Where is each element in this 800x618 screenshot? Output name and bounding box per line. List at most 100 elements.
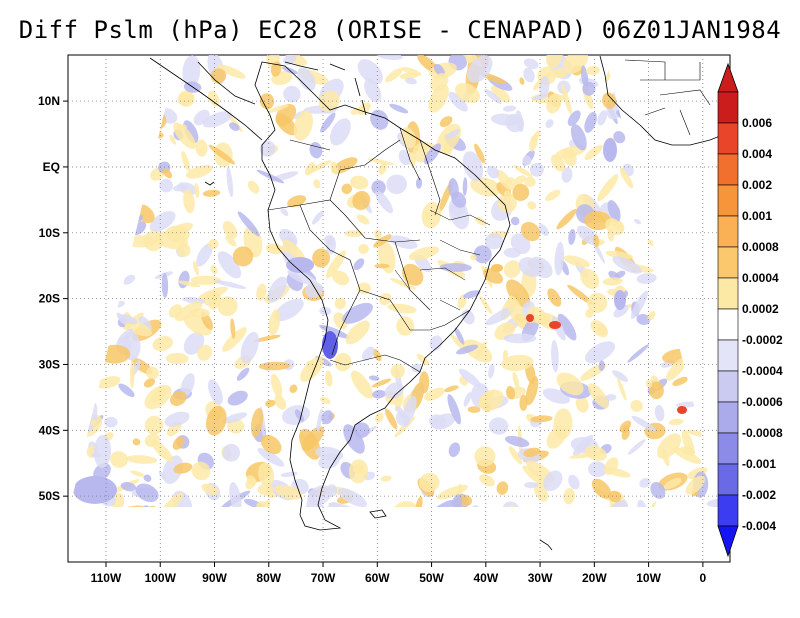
- field-patch: [205, 405, 227, 436]
- field-patch: [448, 91, 468, 112]
- field-patch: [393, 501, 418, 507]
- field-patch: [424, 211, 432, 222]
- field-patch: [312, 248, 331, 268]
- colorbar-swatch: [717, 153, 739, 186]
- field-patch: [429, 414, 447, 430]
- field-patch: [587, 292, 608, 313]
- field-patch: [275, 114, 298, 136]
- field-patch: [345, 320, 370, 345]
- south-georgia-island: [539, 539, 553, 551]
- field-patch: [274, 484, 303, 500]
- field-patch: [547, 288, 562, 307]
- field-patch: [561, 84, 572, 115]
- field-patch: [348, 459, 369, 484]
- field-patch: [190, 275, 222, 285]
- field-patch: [411, 363, 422, 373]
- falklands-islands: [369, 509, 387, 519]
- field-patch: [274, 394, 287, 410]
- field-patch: [301, 426, 325, 452]
- colorbar-swatch: [717, 339, 739, 372]
- field-patch: [125, 455, 158, 464]
- colorbar-label: -0.0008: [742, 426, 783, 440]
- field-patch: [584, 341, 616, 364]
- field-patch: [647, 311, 656, 321]
- colorbar-swatch: [717, 91, 739, 124]
- lon-tick-label: 0: [700, 571, 707, 585]
- graticule: [68, 55, 730, 562]
- field-patch: [293, 110, 313, 141]
- field-patch: [408, 246, 440, 261]
- field-patch: [330, 118, 351, 146]
- field-patch: [507, 295, 525, 328]
- field-patch: [173, 462, 193, 474]
- field-patch: [385, 68, 403, 83]
- field-patch: [217, 64, 246, 79]
- field-patch: [588, 461, 607, 478]
- field-patch: [380, 475, 392, 482]
- field-patch: [189, 308, 210, 318]
- lon-tick-label: 80W: [256, 571, 281, 585]
- field-patch: [389, 235, 418, 249]
- field-patch: [545, 119, 554, 129]
- field-patch: [280, 208, 289, 216]
- colorbar-bottom-arrow: [717, 525, 739, 558]
- colorbar-swatch: [717, 463, 739, 496]
- field-patch: [294, 409, 304, 422]
- field-patch: [470, 254, 477, 261]
- field-patch: [265, 399, 276, 408]
- field-patch: [510, 216, 520, 226]
- field-patch: [151, 439, 174, 462]
- field-patch: [260, 434, 282, 455]
- field-patch: [289, 384, 298, 394]
- field-patch: [332, 270, 350, 286]
- field-patch: [398, 149, 411, 166]
- field-patch: [351, 370, 373, 399]
- colorbar-swatch: [717, 215, 739, 248]
- field-patch: [268, 309, 281, 336]
- field-patch: [415, 496, 423, 507]
- field-patch: [321, 410, 334, 425]
- coastlines: [149, 55, 730, 551]
- field-patch: [143, 474, 152, 482]
- field-patch: [195, 139, 208, 157]
- field-patch: [208, 90, 220, 107]
- field-patch: [374, 229, 382, 240]
- field-patch: [325, 250, 346, 279]
- field-patch: [364, 78, 382, 103]
- brazil-state-borders: [394, 209, 491, 311]
- field-patch: [129, 360, 135, 389]
- field-patch: [137, 214, 143, 223]
- field-patch: [371, 180, 386, 195]
- lat-tick-label: EQ: [43, 160, 60, 174]
- field-patch: [169, 134, 177, 145]
- field-patch: [687, 467, 708, 480]
- field-patch: [256, 283, 267, 301]
- field-patch: [144, 415, 164, 435]
- field-patch: [151, 387, 166, 403]
- field-patch: [145, 366, 159, 380]
- field-patch: [367, 158, 394, 166]
- field-patch: [396, 316, 415, 336]
- field-patch: [237, 211, 260, 237]
- field-patch: [318, 90, 340, 112]
- field-patch: [379, 293, 392, 306]
- field-patch: [210, 264, 218, 275]
- field-patch: [177, 92, 194, 106]
- field-patch-strong: [677, 406, 687, 414]
- field-patch: [172, 436, 185, 450]
- field-patch: [538, 223, 549, 236]
- latitude-tick-labels: 10N EQ 10S 20S 30S 40S 50S: [38, 94, 68, 503]
- central-america-coastline: [149, 57, 263, 141]
- field-patch: [458, 368, 481, 388]
- country-borders: [267, 127, 471, 373]
- field-patch: [636, 273, 657, 284]
- field-patch: [524, 176, 536, 187]
- field-patch: [217, 251, 242, 279]
- field-patch: [378, 162, 387, 175]
- field-patch: [230, 318, 236, 339]
- field-patch-strong: [73, 476, 117, 504]
- colorbar-label: -0.001: [742, 457, 776, 471]
- field-patch: [604, 457, 619, 475]
- field-patch: [386, 174, 407, 195]
- field-patch: [605, 250, 633, 260]
